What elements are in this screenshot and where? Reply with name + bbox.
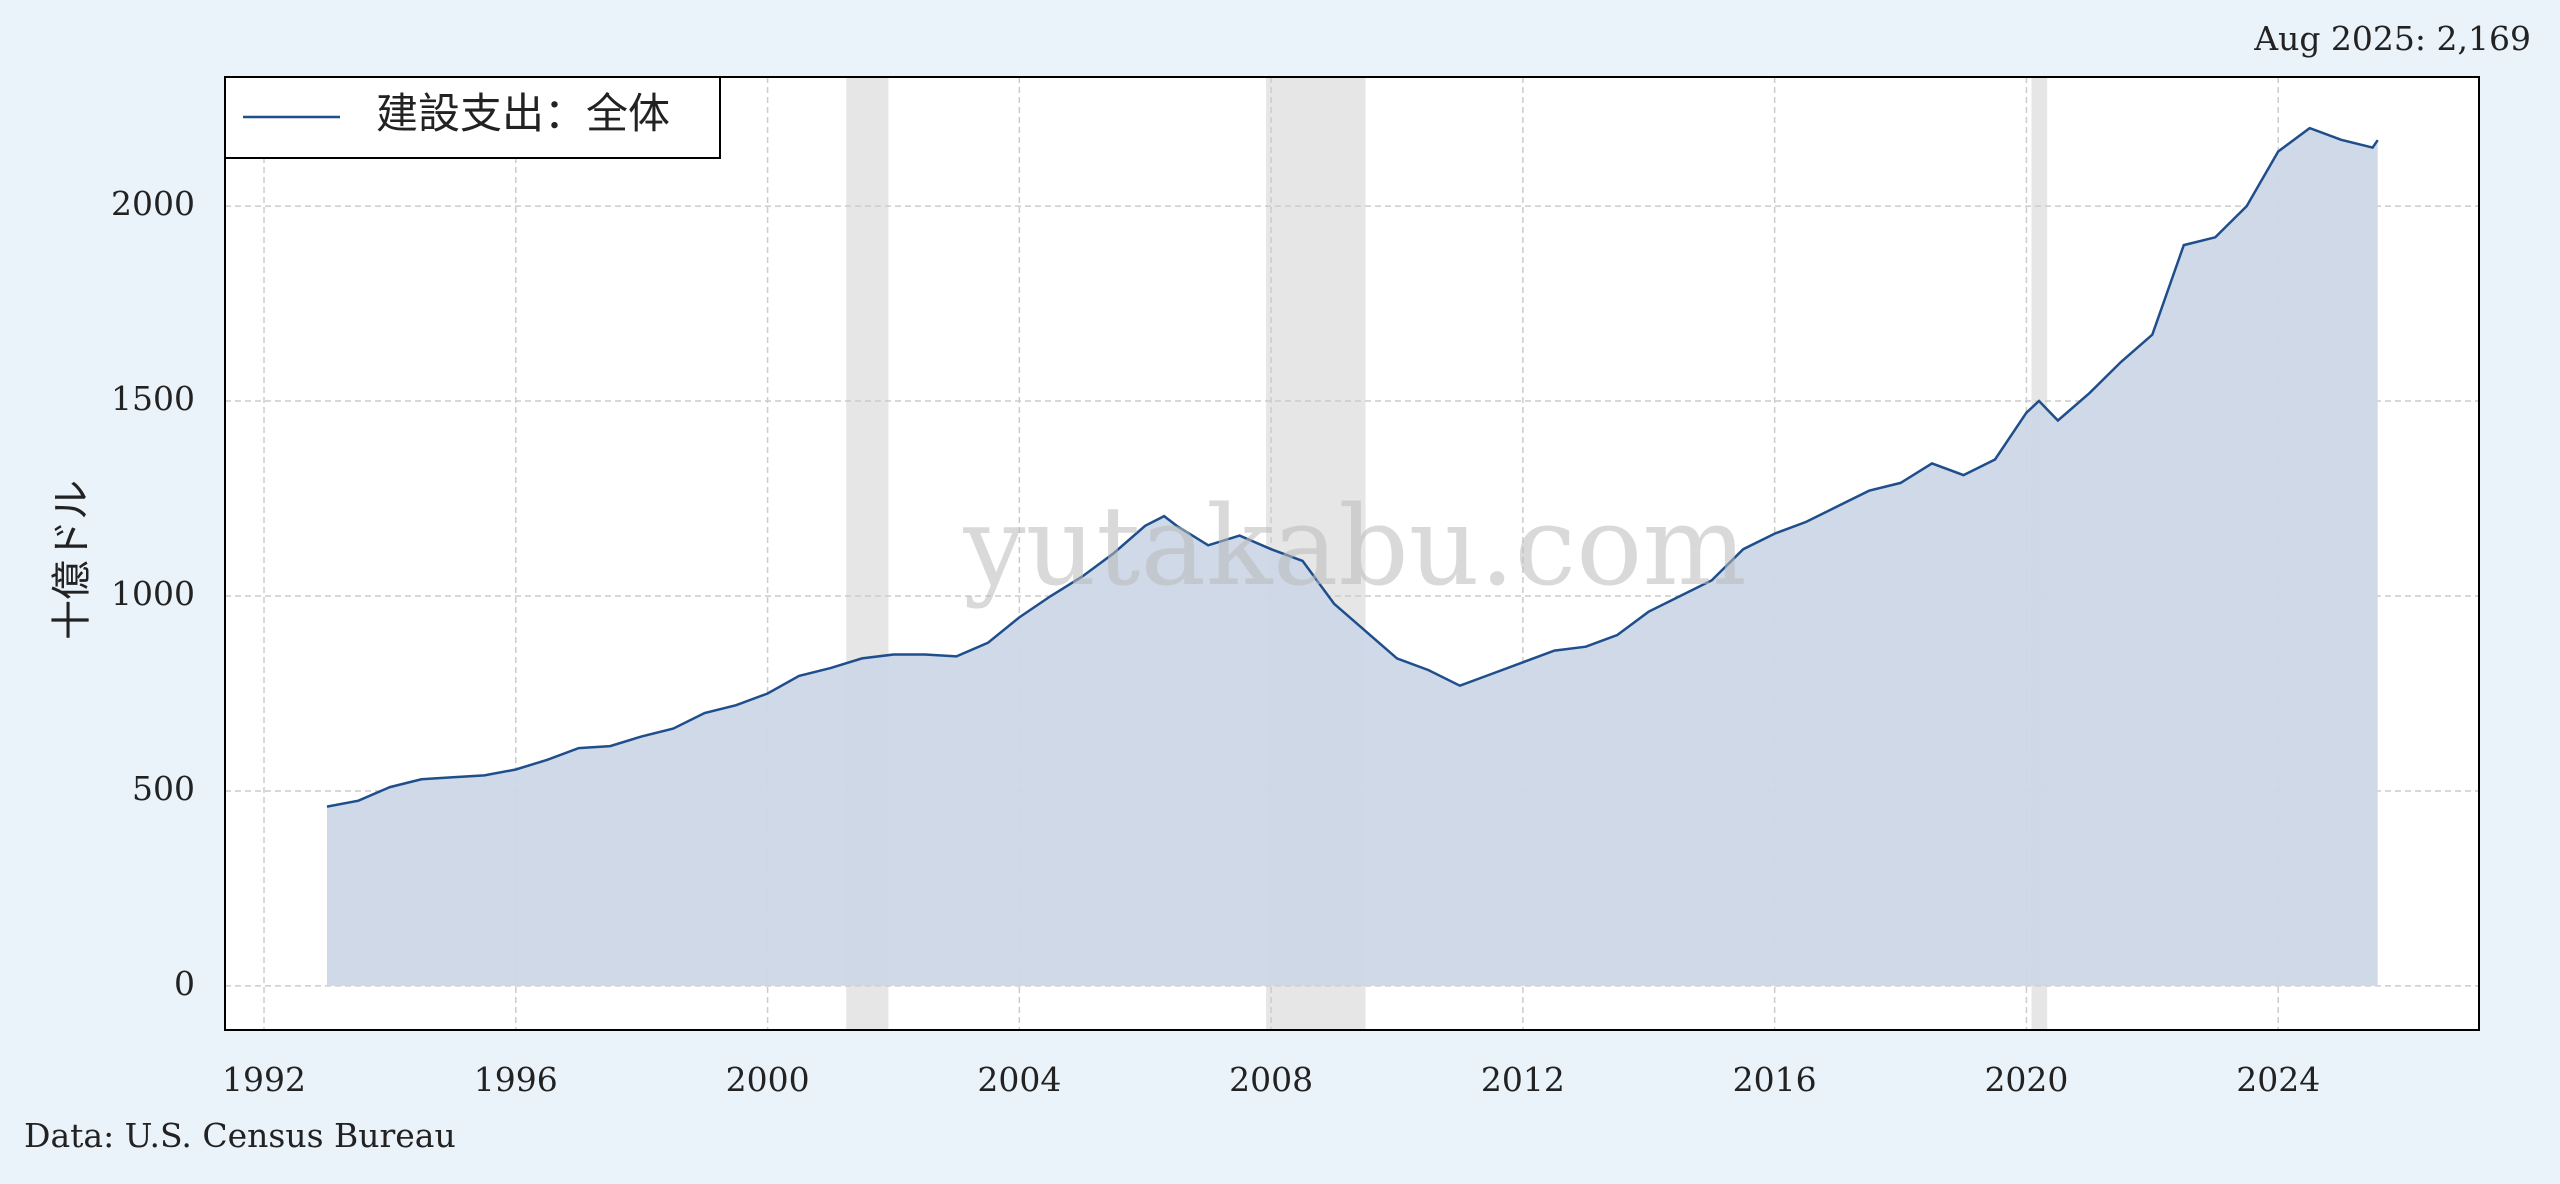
- source: Data: U.S. Census Bureau: [24, 1116, 456, 1155]
- plot-layer: [225, 77, 2479, 1030]
- x-tick-label: 2016: [1733, 1060, 1817, 1099]
- y-tick-label: 2000: [111, 184, 195, 223]
- y-axis-label: 十億ドル: [49, 480, 95, 640]
- y-tick-label: 500: [132, 769, 195, 808]
- y-tick-label: 1000: [111, 574, 195, 613]
- x-tick-label: 2004: [977, 1060, 1061, 1099]
- x-tick-label: 2012: [1481, 1060, 1565, 1099]
- x-tick-label: 1992: [222, 1060, 306, 1099]
- line: [326, 126, 2379, 808]
- annotation: Aug 2025: 2,169: [2253, 19, 2531, 58]
- x-tick-label: 2020: [1984, 1060, 2068, 1099]
- area-fill: [326, 128, 2378, 986]
- x-tick-label: 2024: [2236, 1060, 2320, 1099]
- x-tick-label: 2008: [1229, 1060, 1313, 1099]
- x-tick-label: 1996: [474, 1060, 558, 1099]
- x-tick-label: 2000: [726, 1060, 810, 1099]
- legend-label: 建設支出：全体: [376, 89, 670, 138]
- plot-frame: [224, 76, 2480, 1031]
- y-tick-label: 0: [174, 964, 195, 1003]
- y-tick-label: 1500: [111, 379, 195, 418]
- watermark: yutakabu.com: [962, 482, 1746, 610]
